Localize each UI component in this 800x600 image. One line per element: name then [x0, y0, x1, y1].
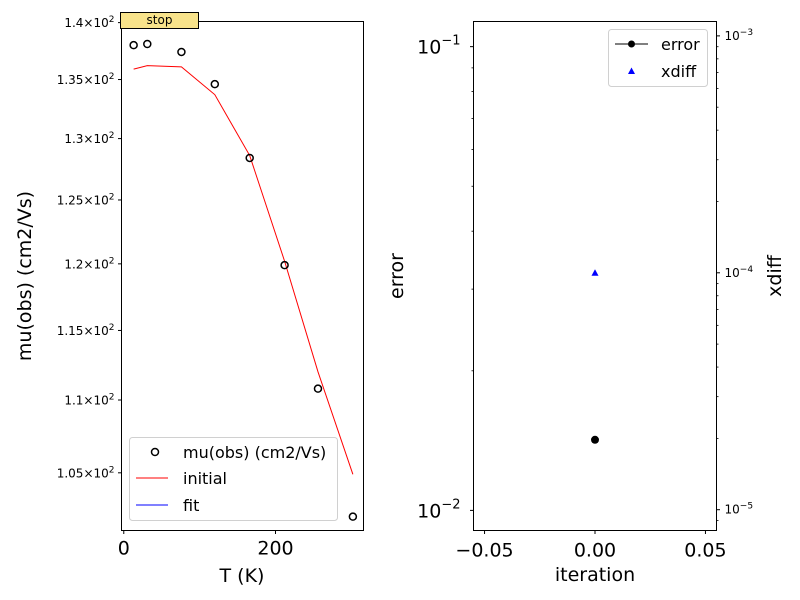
axes-frame: [121, 21, 364, 531]
stop-button[interactable]: stop: [120, 12, 199, 29]
y-tick-label-right: 10−4: [725, 265, 754, 280]
y-tick-label: 1.4×102: [64, 15, 114, 30]
y-tick-label-right: 10−3: [725, 28, 754, 43]
obs-point: [280, 260, 289, 270]
legend-label-initial: initial: [183, 469, 227, 488]
x-tick-label: 0.00: [574, 540, 616, 562]
x-tick-label: 200: [257, 538, 293, 560]
y-tick-label-right: 10−5: [725, 502, 754, 517]
obs-point: [143, 39, 152, 49]
y-tick-label: 1.35×102: [57, 72, 115, 87]
plot-area: [473, 21, 717, 531]
y-axis-label-left: error: [386, 253, 408, 299]
legend-label-fit: fit: [183, 496, 199, 515]
xdiff-point: [591, 269, 599, 276]
obs-point: [245, 153, 254, 163]
y-ticks: 1.4×102 1.35×102 1.3×102 1.25×102 1.2×102 1.1…: [57, 15, 122, 480]
x-tick-label: 0: [118, 538, 130, 560]
y-tick-label: 1.2×102: [64, 256, 114, 271]
obs-point: [129, 40, 138, 50]
legend-box: [129, 437, 338, 521]
legend-label-obs: mu(obs) (cm2/Vs): [183, 443, 326, 462]
y-axis-label: mu(obs) (cm2/Vs): [14, 191, 36, 361]
legend-label-xdiff: xdiff: [661, 62, 697, 81]
error-point: [591, 435, 599, 444]
y-axis-label-right: xdiff: [764, 254, 786, 297]
legend: mu(obs) (cm2/Vs) initial fit: [129, 437, 338, 521]
obs-point: [177, 47, 186, 57]
data-points: [591, 269, 599, 444]
x-axis-label: T (K): [219, 565, 265, 587]
y-tick-label: 1.15×102: [57, 323, 115, 338]
mobility-plot: 1.4×102 1.35×102 1.3×102 1.25×102 1.2×102 1.1…: [14, 15, 364, 587]
x-ticks: −0.05 0.00 0.05: [455, 530, 727, 562]
x-tick-label: 0.05: [684, 540, 726, 562]
x-ticks: 0 200: [118, 530, 294, 560]
y-ticks-left: 10−1 10−2: [417, 34, 474, 522]
convergence-plot: 10−1 10−2 10−3 10−4 10−5 −0.05 0.00 0.05 erro…: [386, 21, 786, 586]
legend-marker-triangle-icon: [628, 67, 635, 74]
y-ticks-right: 10−3 10−4 10−5: [716, 28, 754, 517]
initial-line: [133, 65, 354, 475]
obs-point: [210, 79, 220, 89]
obs-point: [348, 512, 358, 521]
y-tick-label: 1.1×102: [64, 393, 114, 408]
legend-label-error: error: [661, 35, 700, 54]
y-tick-label: 1.25×102: [57, 192, 115, 207]
y-tick-label: 1.3×102: [64, 131, 114, 146]
x-tick-label: −0.05: [455, 540, 513, 562]
legend-marker-filled-circle-icon: [628, 40, 635, 48]
axes-frame: [473, 21, 717, 531]
obs-point: [313, 384, 323, 393]
y-tick-label: 10−1: [417, 34, 460, 59]
x-axis-label: iteration: [555, 564, 635, 586]
y-tick-label: 1.05×102: [57, 465, 115, 480]
y-tick-label: 10−2: [417, 497, 460, 522]
observed-points: [129, 39, 358, 521]
legend: error xdiff: [608, 29, 708, 87]
legend-marker-open-circle-icon: [150, 447, 160, 457]
